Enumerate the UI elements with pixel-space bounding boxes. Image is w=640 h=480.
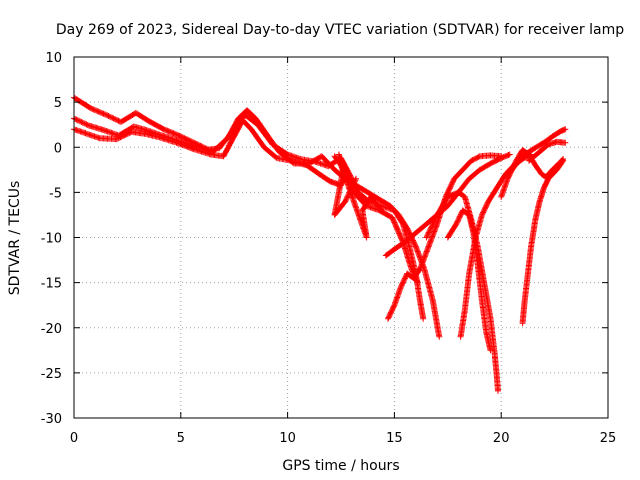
series-track-f <box>382 151 513 259</box>
y-tick-label: 0 <box>54 141 62 156</box>
series-markers <box>71 111 427 322</box>
x-tick-label: 5 <box>177 431 185 446</box>
series-track-m <box>508 126 569 173</box>
y-tick-label: 5 <box>54 96 62 111</box>
series-track-l <box>519 157 567 327</box>
series-markers <box>423 189 501 394</box>
y-tick-label: -10 <box>41 232 62 247</box>
x-axis-label: GPS time / hours <box>282 458 399 474</box>
y-tick-label: -30 <box>41 412 62 427</box>
series-markers <box>385 152 505 322</box>
series-track-b <box>71 111 427 322</box>
x-tick-label: 0 <box>70 431 78 446</box>
x-tick-label: 25 <box>600 431 617 446</box>
y-tick-label: -5 <box>49 186 62 201</box>
y-tick-label: -15 <box>41 277 62 292</box>
x-tick-label: 20 <box>493 431 510 446</box>
series-track-e <box>331 151 359 218</box>
data-series <box>71 94 569 394</box>
y-tick-label: -20 <box>41 322 62 337</box>
series-track-h <box>423 189 501 394</box>
series-markers <box>382 151 513 259</box>
x-tick-label: 10 <box>279 431 296 446</box>
series-track-n <box>526 138 569 164</box>
series-track-g <box>385 152 505 322</box>
y-tick-label: 10 <box>45 51 62 66</box>
series-markers <box>331 151 359 218</box>
y-axis-label: SDTVAR / TECUs <box>7 181 23 296</box>
x-tick-labels: 0 5 10 15 20 25 <box>70 431 616 446</box>
series-markers <box>526 138 569 164</box>
y-tick-labels: -30 -25 -20 -15 -10 -5 0 5 10 <box>41 51 62 427</box>
x-tick-label: 15 <box>386 431 403 446</box>
tick-marks <box>73 56 609 419</box>
series-markers <box>519 157 567 327</box>
series-markers <box>508 126 569 173</box>
grid <box>74 57 608 418</box>
y-tick-label: -25 <box>41 367 62 382</box>
chart-title: Day 269 of 2023, Sidereal Day-to-day VTE… <box>56 22 624 38</box>
